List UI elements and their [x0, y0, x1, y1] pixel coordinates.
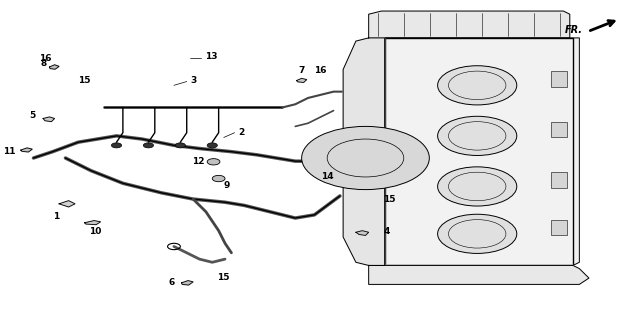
- Text: 10: 10: [89, 227, 102, 236]
- Polygon shape: [84, 221, 100, 225]
- Text: 15: 15: [218, 273, 230, 282]
- Text: 2: 2: [238, 128, 244, 137]
- Text: 8: 8: [40, 59, 46, 68]
- Text: 13: 13: [205, 52, 217, 61]
- Text: 12: 12: [192, 157, 205, 166]
- Bar: [550, 122, 566, 137]
- Text: 9: 9: [224, 181, 230, 190]
- Circle shape: [111, 143, 122, 148]
- Text: 15: 15: [78, 76, 91, 85]
- Text: FR.: FR.: [564, 25, 582, 35]
- Text: 7: 7: [298, 66, 305, 75]
- Polygon shape: [43, 117, 54, 122]
- Text: 3: 3: [190, 76, 196, 85]
- Circle shape: [212, 175, 225, 182]
- Circle shape: [438, 116, 516, 155]
- Circle shape: [207, 143, 218, 148]
- Circle shape: [438, 214, 516, 253]
- Polygon shape: [49, 65, 59, 69]
- Circle shape: [175, 143, 186, 148]
- Text: 16: 16: [314, 66, 327, 75]
- Text: 6: 6: [169, 278, 175, 287]
- Polygon shape: [369, 38, 579, 265]
- Text: 4: 4: [383, 227, 390, 236]
- Circle shape: [143, 143, 154, 148]
- Polygon shape: [59, 201, 75, 207]
- Bar: [550, 220, 566, 235]
- Text: 1: 1: [52, 212, 59, 221]
- Polygon shape: [356, 231, 369, 235]
- Text: 14: 14: [321, 172, 333, 180]
- Polygon shape: [343, 38, 385, 265]
- Circle shape: [207, 159, 220, 165]
- Text: 16: 16: [38, 54, 51, 63]
- Text: 11: 11: [3, 147, 15, 155]
- Circle shape: [438, 66, 516, 105]
- Text: 15: 15: [383, 195, 396, 204]
- Polygon shape: [20, 148, 32, 152]
- Circle shape: [438, 167, 516, 206]
- Polygon shape: [369, 265, 589, 284]
- Polygon shape: [369, 11, 570, 38]
- Text: 5: 5: [29, 111, 35, 120]
- Polygon shape: [296, 78, 307, 82]
- Polygon shape: [182, 281, 193, 285]
- Polygon shape: [385, 38, 573, 265]
- Bar: [550, 172, 566, 188]
- Circle shape: [301, 126, 429, 190]
- Bar: [550, 71, 566, 87]
